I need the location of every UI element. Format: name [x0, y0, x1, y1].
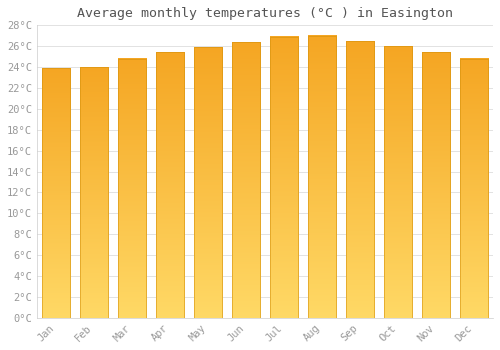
- Bar: [194, 47, 222, 318]
- Bar: [42, 68, 70, 318]
- Bar: [422, 52, 450, 318]
- Bar: [308, 36, 336, 318]
- Bar: [346, 41, 374, 318]
- Bar: [156, 52, 184, 318]
- Bar: [460, 59, 488, 318]
- Title: Average monthly temperatures (°C ) in Easington: Average monthly temperatures (°C ) in Ea…: [77, 7, 453, 20]
- Bar: [384, 46, 412, 318]
- Bar: [118, 59, 146, 318]
- Bar: [232, 42, 260, 318]
- Bar: [80, 67, 108, 318]
- Bar: [270, 37, 298, 318]
